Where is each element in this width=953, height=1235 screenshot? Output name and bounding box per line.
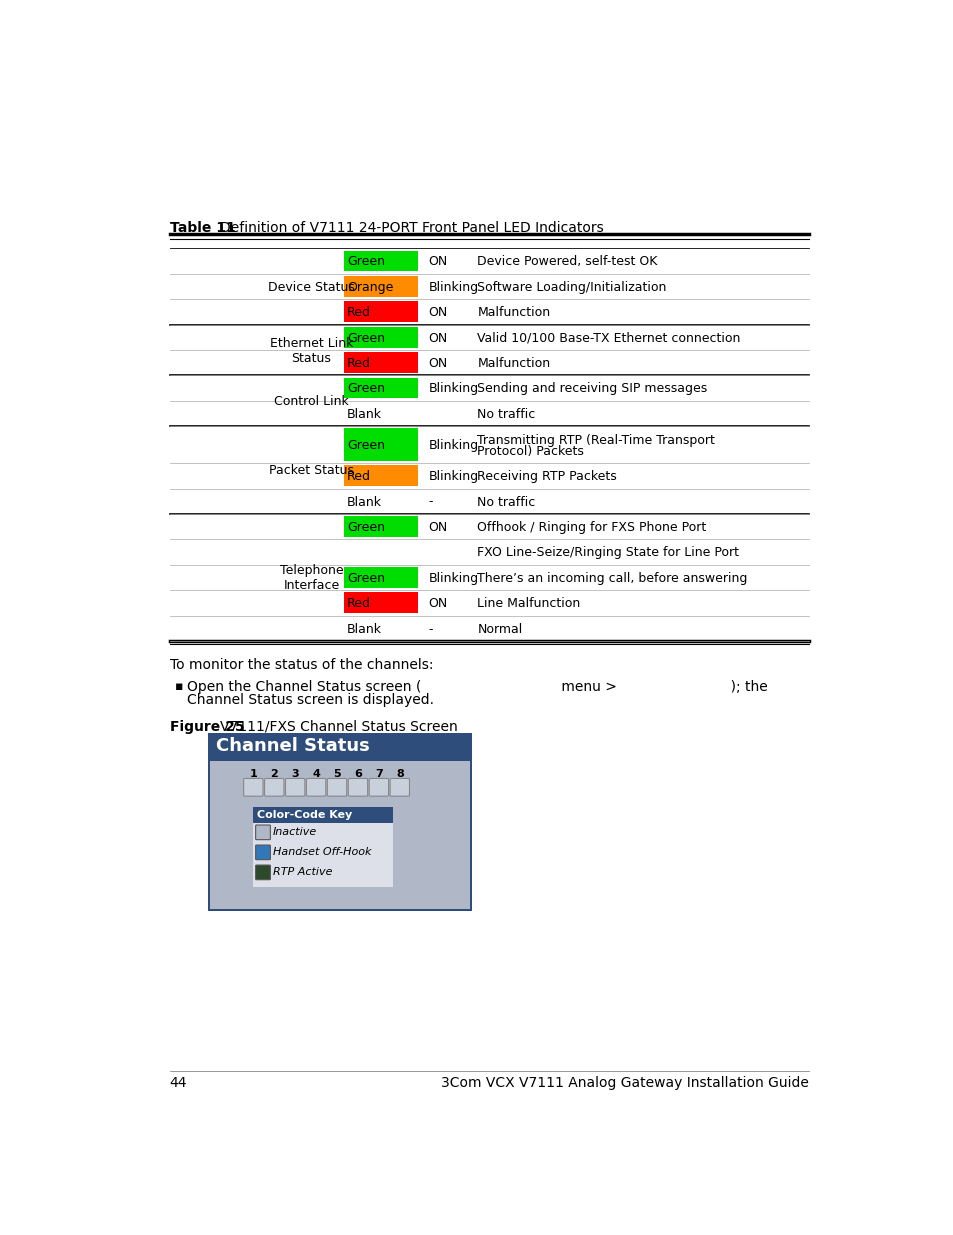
Text: Green: Green (347, 331, 385, 345)
Text: Normal: Normal (476, 622, 522, 636)
Text: Blinking: Blinking (428, 471, 478, 483)
Text: Control Link: Control Link (274, 395, 349, 408)
Text: V7111/FXS Channel Status Screen: V7111/FXS Channel Status Screen (220, 720, 457, 734)
Text: Telephone
Interface: Telephone Interface (279, 564, 343, 593)
Bar (253, 808, 393, 823)
Text: Red: Red (347, 357, 371, 370)
Bar (208, 734, 472, 910)
Text: Sending and receiving SIP messages: Sending and receiving SIP messages (476, 383, 707, 395)
Bar (344, 251, 417, 272)
Text: 7: 7 (375, 769, 382, 779)
Text: Table 11: Table 11 (170, 221, 235, 236)
Text: ON: ON (428, 598, 447, 610)
Bar (344, 352, 417, 373)
Text: Receiving RTP Packets: Receiving RTP Packets (476, 471, 617, 483)
Text: Ethernet Link
Status: Ethernet Link Status (270, 337, 353, 364)
Text: Line Malfunction: Line Malfunction (476, 598, 580, 610)
Text: Green: Green (347, 438, 385, 452)
FancyBboxPatch shape (390, 778, 409, 797)
Text: Inactive: Inactive (273, 826, 316, 836)
Text: Handset Off-Hook: Handset Off-Hook (273, 846, 371, 857)
Bar (344, 301, 417, 322)
Text: Definition of V7111 24-PORT Front Panel LED Indicators: Definition of V7111 24-PORT Front Panel … (220, 221, 603, 236)
FancyBboxPatch shape (369, 778, 388, 797)
Bar (253, 823, 393, 888)
Text: Valid 10/100 Base-TX Ethernet connection: Valid 10/100 Base-TX Ethernet connection (476, 331, 740, 345)
Text: -: - (428, 622, 433, 636)
Text: Blinking: Blinking (428, 572, 478, 584)
Text: ON: ON (428, 357, 447, 370)
Text: Open the Channel Status screen (                                menu >          : Open the Channel Status screen ( menu > (187, 679, 767, 694)
Bar (344, 593, 417, 614)
Text: Device Powered, self-test OK: Device Powered, self-test OK (476, 256, 657, 268)
Text: Red: Red (347, 306, 371, 319)
Text: Figure 25: Figure 25 (170, 720, 244, 734)
Text: 3Com VCX V7111 Analog Gateway Installation Guide: 3Com VCX V7111 Analog Gateway Installati… (440, 1076, 808, 1091)
Text: There’s an incoming call, before answering: There’s an incoming call, before answeri… (476, 572, 747, 584)
Text: Blinking: Blinking (428, 383, 478, 395)
Text: ▪: ▪ (174, 679, 183, 693)
Text: Channel Status screen is displayed.: Channel Status screen is displayed. (187, 693, 434, 708)
Text: Red: Red (347, 598, 371, 610)
Text: Blinking: Blinking (428, 280, 478, 294)
Text: Blank: Blank (347, 495, 382, 509)
Text: 1: 1 (249, 769, 257, 779)
Text: ON: ON (428, 306, 447, 319)
Text: 6: 6 (354, 769, 361, 779)
Text: Green: Green (347, 572, 385, 584)
Text: FXO Line-Seize/Ringing State for Line Port: FXO Line-Seize/Ringing State for Line Po… (476, 546, 739, 559)
Text: 2: 2 (270, 769, 278, 779)
Text: RTP Active: RTP Active (273, 867, 332, 877)
Text: Green: Green (347, 521, 385, 534)
Text: Packet Status: Packet Status (269, 464, 354, 478)
Text: Malfunction: Malfunction (476, 357, 550, 370)
Bar (344, 466, 417, 487)
Bar (344, 327, 417, 347)
FancyBboxPatch shape (264, 778, 284, 797)
FancyBboxPatch shape (255, 864, 270, 879)
Text: Malfunction: Malfunction (476, 306, 550, 319)
Bar (344, 275, 417, 296)
Bar (344, 378, 417, 399)
Bar (210, 761, 470, 909)
Text: Blank: Blank (347, 408, 382, 421)
Bar (210, 735, 470, 761)
Text: Orange: Orange (347, 280, 393, 294)
Text: Transmitting RTP (Real-Time Transport: Transmitting RTP (Real-Time Transport (476, 433, 715, 447)
Text: Blinking: Blinking (428, 438, 478, 452)
FancyBboxPatch shape (285, 778, 305, 797)
Text: No traffic: No traffic (476, 495, 535, 509)
FancyBboxPatch shape (255, 845, 270, 860)
Text: Offhook / Ringing for FXS Phone Port: Offhook / Ringing for FXS Phone Port (476, 521, 706, 534)
Text: Green: Green (347, 383, 385, 395)
FancyBboxPatch shape (348, 778, 367, 797)
Text: -: - (428, 495, 433, 509)
Text: Protocol) Packets: Protocol) Packets (476, 445, 583, 458)
FancyBboxPatch shape (243, 778, 263, 797)
Bar (344, 429, 417, 461)
Text: 4: 4 (312, 769, 319, 779)
Text: To monitor the status of the channels:: To monitor the status of the channels: (170, 658, 433, 672)
Text: 3: 3 (291, 769, 298, 779)
Text: 44: 44 (170, 1076, 187, 1091)
Text: ON: ON (428, 256, 447, 268)
Text: Color-Code Key: Color-Code Key (257, 810, 352, 820)
FancyBboxPatch shape (255, 825, 270, 840)
Text: Channel Status: Channel Status (216, 737, 370, 756)
Bar (344, 516, 417, 537)
Text: Red: Red (347, 471, 371, 483)
Text: ON: ON (428, 331, 447, 345)
Text: 8: 8 (395, 769, 403, 779)
FancyBboxPatch shape (327, 778, 346, 797)
Text: Green: Green (347, 256, 385, 268)
Text: Device Status: Device Status (268, 280, 355, 294)
Text: No traffic: No traffic (476, 408, 535, 421)
FancyBboxPatch shape (306, 778, 325, 797)
Text: Software Loading/Initialization: Software Loading/Initialization (476, 280, 666, 294)
Text: 5: 5 (333, 769, 340, 779)
Bar (344, 567, 417, 588)
Text: ON: ON (428, 521, 447, 534)
Text: Blank: Blank (347, 622, 382, 636)
